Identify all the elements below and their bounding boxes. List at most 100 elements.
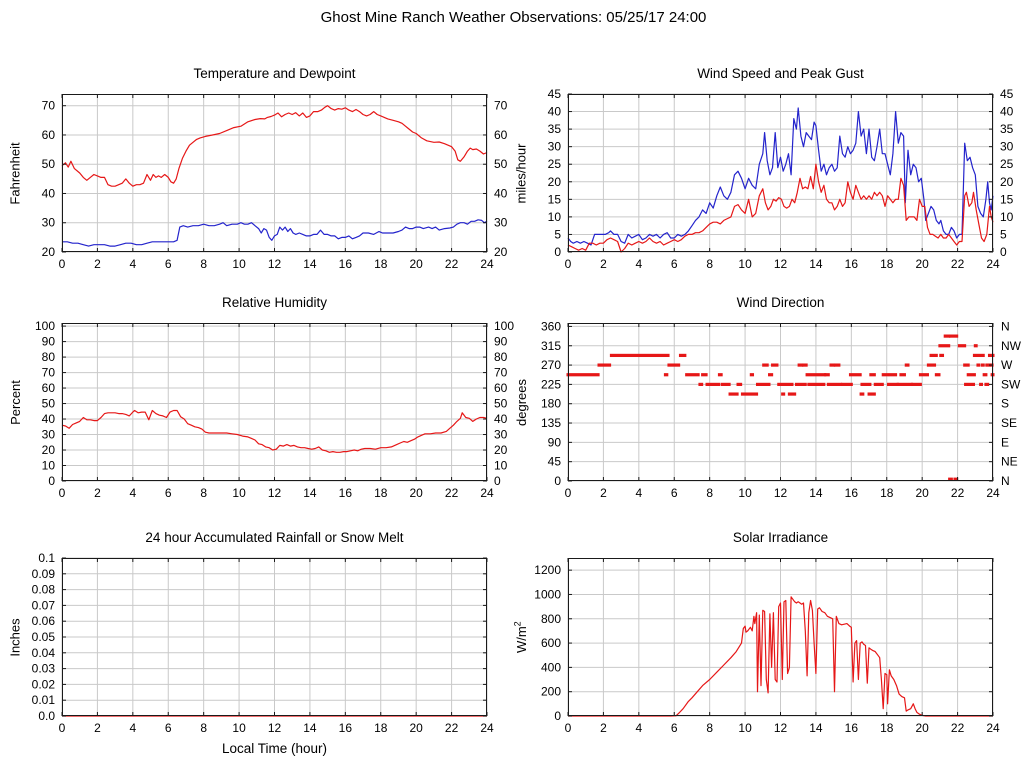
y-axis-label: Percent — [7, 379, 23, 425]
svg-text:90: 90 — [548, 435, 562, 449]
svg-text:N: N — [1001, 474, 1010, 488]
svg-text:4: 4 — [129, 721, 136, 735]
plot-area: 0 2 4 6 8 10 12 14 16 18 20 22 240200400600800100012… — [534, 558, 1000, 735]
svg-text:0.09: 0.09 — [32, 567, 56, 581]
svg-text:10: 10 — [42, 459, 56, 473]
svg-text:0.07: 0.07 — [32, 598, 56, 612]
svg-text:18: 18 — [880, 721, 894, 735]
svg-text:6: 6 — [165, 257, 172, 271]
svg-text:50: 50 — [494, 157, 508, 171]
svg-text:12: 12 — [774, 486, 788, 500]
svg-text:22: 22 — [951, 486, 965, 500]
svg-text:0: 0 — [494, 474, 501, 488]
svg-text:0: 0 — [554, 245, 561, 259]
svg-text:NE: NE — [1001, 455, 1018, 469]
svg-text:16: 16 — [339, 486, 353, 500]
chart-relative-humidity: Relative Humidity Percent 0 2 4 6 8 10 12 14 16 1… — [8, 295, 515, 500]
svg-text:W: W — [1001, 358, 1013, 372]
svg-text:16: 16 — [845, 486, 859, 500]
svg-text:30: 30 — [548, 140, 562, 154]
svg-text:22: 22 — [951, 257, 965, 271]
svg-text:5: 5 — [554, 227, 561, 241]
svg-text:70: 70 — [494, 99, 508, 113]
svg-text:2: 2 — [600, 486, 607, 500]
svg-text:20: 20 — [915, 721, 929, 735]
svg-text:10: 10 — [738, 721, 752, 735]
chart-title: Wind Speed and Peak Gust — [697, 66, 864, 81]
svg-text:2: 2 — [94, 486, 101, 500]
svg-text:100: 100 — [35, 319, 55, 333]
svg-text:0.04: 0.04 — [32, 646, 56, 660]
svg-text:24: 24 — [986, 486, 1000, 500]
svg-text:24: 24 — [480, 721, 494, 735]
svg-text:45: 45 — [548, 87, 562, 101]
svg-text:35: 35 — [1000, 122, 1014, 136]
svg-text:18: 18 — [374, 257, 388, 271]
svg-text:400: 400 — [541, 660, 561, 674]
svg-text:30: 30 — [42, 216, 56, 230]
svg-text:8: 8 — [200, 721, 207, 735]
svg-text:0: 0 — [59, 257, 66, 271]
chart-title: Wind Direction — [736, 295, 825, 310]
svg-text:60: 60 — [494, 381, 508, 395]
svg-text:E: E — [1001, 435, 1009, 449]
svg-text:10: 10 — [738, 486, 752, 500]
svg-text:8: 8 — [200, 486, 207, 500]
svg-text:25: 25 — [1000, 157, 1014, 171]
svg-text:225: 225 — [541, 377, 561, 391]
svg-text:30: 30 — [494, 216, 508, 230]
svg-text:0.03: 0.03 — [32, 662, 56, 676]
svg-text:90: 90 — [42, 335, 56, 349]
svg-text:4: 4 — [129, 257, 136, 271]
svg-text:270: 270 — [541, 358, 561, 372]
chart-wind-direction: Wind Direction degrees 0 2 4 6 8 10 12 14 16 18 20… — [514, 295, 1022, 500]
chart-title: Relative Humidity — [221, 295, 328, 310]
svg-text:20: 20 — [1000, 175, 1014, 189]
svg-text:22: 22 — [445, 257, 459, 271]
svg-text:600: 600 — [541, 636, 561, 650]
svg-text:1000: 1000 — [534, 587, 561, 601]
svg-text:20: 20 — [494, 245, 508, 259]
svg-text:5: 5 — [1000, 227, 1007, 241]
chart-title: 24 hour Accumulated Rainfall or Snow Mel… — [145, 530, 404, 545]
svg-text:24: 24 — [986, 257, 1000, 271]
svg-text:180: 180 — [541, 397, 561, 411]
svg-text:360: 360 — [541, 319, 561, 333]
svg-text:90: 90 — [494, 335, 508, 349]
svg-text:16: 16 — [845, 257, 859, 271]
svg-text:4: 4 — [635, 486, 642, 500]
svg-text:20: 20 — [548, 175, 562, 189]
svg-text:4: 4 — [129, 486, 136, 500]
svg-text:10: 10 — [232, 486, 246, 500]
svg-text:14: 14 — [303, 257, 317, 271]
svg-text:8: 8 — [706, 486, 713, 500]
svg-text:70: 70 — [494, 366, 508, 380]
svg-text:2: 2 — [94, 721, 101, 735]
svg-text:12: 12 — [268, 486, 282, 500]
y-axis-label: miles/hour — [513, 143, 529, 203]
svg-text:50: 50 — [42, 157, 56, 171]
svg-text:30: 30 — [494, 428, 508, 442]
svg-text:60: 60 — [494, 128, 508, 142]
svg-text:18: 18 — [880, 486, 894, 500]
svg-text:25: 25 — [548, 157, 562, 171]
x-axis-label: Local Time (hour) — [221, 741, 328, 756]
svg-text:0: 0 — [554, 709, 561, 723]
svg-text:50: 50 — [494, 397, 508, 411]
svg-text:20: 20 — [915, 486, 929, 500]
svg-text:0.05: 0.05 — [32, 630, 56, 644]
chart-solar-irradiance: Solar Irradiance W/m2 0 2 4 6 8 10 12 14 16 18 20 2… — [513, 530, 1000, 735]
svg-text:0.0: 0.0 — [38, 709, 55, 723]
svg-text:6: 6 — [165, 486, 172, 500]
svg-text:35: 35 — [548, 122, 562, 136]
svg-text:20: 20 — [409, 486, 423, 500]
svg-text:4: 4 — [635, 257, 642, 271]
svg-text:14: 14 — [809, 486, 823, 500]
svg-text:22: 22 — [445, 486, 459, 500]
svg-text:70: 70 — [42, 366, 56, 380]
svg-text:0.1: 0.1 — [38, 551, 55, 565]
